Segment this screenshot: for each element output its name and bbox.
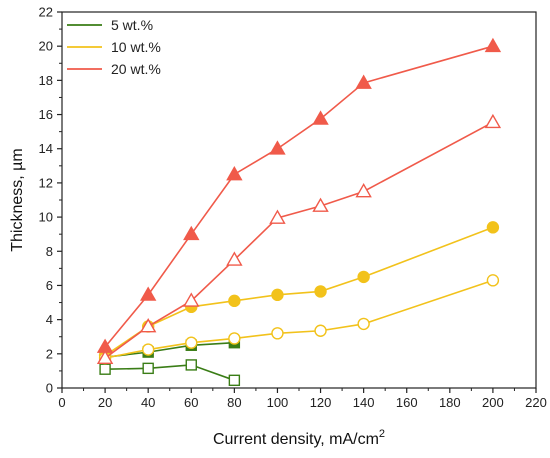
data-point-triangle — [269, 209, 286, 224]
data-point-triangle — [226, 251, 243, 266]
y-tick-label: 2 — [46, 346, 53, 361]
data-point-circle — [357, 270, 370, 284]
x-tick-label: 80 — [227, 395, 241, 410]
y-tick-label: 0 — [46, 381, 53, 396]
data-point-triangle — [312, 110, 329, 125]
data-point-circle — [271, 288, 284, 302]
x-tick-label: 100 — [267, 395, 289, 410]
legend-label: 5 wt.% — [111, 17, 153, 33]
y-axis-title: Thickness, µm — [9, 148, 26, 251]
series-3 — [98, 274, 500, 365]
x-tick-label: 160 — [396, 395, 418, 410]
data-point-triangle — [355, 183, 372, 198]
data-point-circle — [314, 285, 327, 298]
x-tick-label: 0 — [58, 395, 65, 410]
x-tick-label: 120 — [310, 395, 332, 410]
data-point-circle — [314, 324, 327, 337]
data-point-triangle — [139, 286, 157, 301]
x-tick-label: 40 — [141, 395, 155, 410]
legend-label: 20 wt.% — [111, 61, 161, 77]
x-tick-label: 180 — [439, 395, 461, 410]
y-tick-label: 20 — [39, 39, 53, 54]
series-2 — [98, 221, 500, 362]
x-tick-label: 140 — [353, 395, 375, 410]
data-point-triangle — [484, 113, 502, 129]
series-line — [104, 121, 494, 359]
data-point-triangle — [355, 74, 372, 89]
data-point-triangle — [484, 37, 502, 53]
y-tick-label: 10 — [39, 210, 53, 225]
y-tick-label: 18 — [39, 73, 53, 88]
data-point-circle — [357, 317, 370, 331]
series-5 — [96, 113, 502, 365]
data-point-triangle — [312, 197, 329, 212]
legend-item: 5 wt.% — [67, 17, 153, 33]
series-0 — [99, 337, 241, 363]
data-point-circle — [486, 274, 500, 287]
series-line — [104, 279, 494, 359]
series-line — [104, 45, 494, 348]
x-axis-title-superscript: 2 — [379, 428, 385, 440]
series-layer — [96, 37, 502, 387]
legend-item: 10 wt.% — [67, 39, 161, 55]
data-point-circle — [271, 327, 284, 340]
x-tick-label: 200 — [482, 395, 504, 410]
data-point-square — [185, 359, 197, 371]
data-point-square — [228, 374, 241, 387]
data-point-circle — [486, 221, 500, 234]
axes-layer: 0 20 40 60 80 100 120 140 160 180 200 220 0 2 4 6 8 10 12 1… — [39, 5, 547, 411]
series-line — [104, 341, 235, 359]
x-tick-label: 220 — [525, 395, 547, 410]
data-point-triangle — [183, 292, 200, 307]
series-line — [105, 364, 235, 382]
data-point-circle — [228, 332, 241, 345]
data-point-triangle — [183, 225, 200, 241]
data-point-square — [99, 363, 111, 375]
series-1 — [99, 359, 241, 387]
legend: 5 wt.% 10 wt.% 20 wt.% — [67, 17, 161, 77]
data-point-triangle — [139, 318, 157, 333]
data-point-circle — [185, 336, 198, 349]
data-point-circle — [228, 294, 241, 308]
data-point-triangle — [269, 140, 286, 155]
x-axis-title: Current density, mA/cm2 — [213, 428, 385, 448]
y-tick-label: 8 — [46, 244, 53, 259]
x-tick-label: 20 — [98, 395, 112, 410]
data-point-square — [142, 362, 154, 375]
data-point-circle — [141, 343, 155, 356]
y-tick-label: 16 — [39, 107, 53, 122]
data-point-triangle — [226, 165, 243, 181]
legend-item: 20 wt.% — [67, 61, 161, 77]
series-4 — [96, 37, 502, 353]
y-tick-label: 6 — [46, 278, 53, 293]
legend-label: 10 wt.% — [111, 39, 161, 55]
y-tick-label: 22 — [39, 5, 53, 20]
series-line — [104, 226, 494, 357]
y-tick-label: 4 — [46, 312, 53, 327]
data-point-triangle — [96, 349, 114, 365]
y-tick-label: 14 — [39, 141, 53, 156]
y-tick-label: 12 — [39, 175, 53, 190]
x-tick-label: 60 — [184, 395, 198, 410]
